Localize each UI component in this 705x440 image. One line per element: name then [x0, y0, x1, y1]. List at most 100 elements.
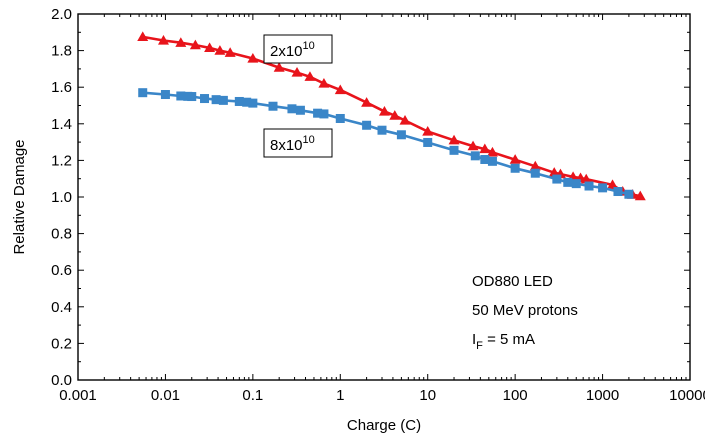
y-tick-label: 1.6	[51, 79, 72, 96]
data-point-square	[234, 96, 244, 106]
series-blue	[138, 88, 634, 199]
data-point-square	[480, 154, 490, 164]
data-point-triangle	[214, 45, 226, 55]
data-point-square	[200, 94, 210, 104]
data-point-square	[295, 105, 305, 115]
data-point-square	[268, 101, 278, 111]
data-point-square	[138, 88, 148, 98]
data-point-triangle	[580, 173, 592, 184]
data-point-square	[187, 92, 197, 102]
data-point-triangle	[247, 52, 259, 63]
data-point-triangle	[304, 71, 316, 81]
series-label-blue-exp: 10	[303, 134, 315, 146]
data-point-triangle	[175, 37, 187, 47]
data-point-square	[530, 168, 540, 178]
data-point-square	[362, 120, 372, 130]
data-point-triangle	[479, 143, 491, 154]
data-point-triangle	[291, 67, 303, 77]
data-point-square	[563, 177, 573, 187]
x-tick-label: 0.001	[59, 387, 97, 404]
data-point-triangle	[334, 84, 346, 95]
y-tick-label: 1.8	[51, 43, 72, 60]
data-point-square	[218, 95, 228, 105]
data-point-triangle	[389, 110, 401, 120]
y-axis: 0.0 0.2 0.4 0.6 0.8 1.0 1.2 1.4 1.6 1.8 2.0	[51, 6, 690, 389]
data-point-square	[396, 130, 406, 140]
y-tick-label: 1.4	[51, 116, 72, 133]
data-point-square	[510, 163, 520, 173]
x-tick-label: 0.01	[151, 387, 180, 404]
data-point-square	[242, 97, 252, 107]
y-tick-label: 0.6	[51, 262, 72, 279]
data-point-triangle	[529, 160, 541, 171]
x-tick-label: 100	[503, 387, 528, 404]
annotation-block: OD880 LED 50 MeV protons IF = 5 mA	[472, 273, 578, 352]
annotation-current-subscript: F	[476, 340, 483, 352]
y-axis-title: Relative Damage	[11, 139, 28, 254]
data-point-triangle	[422, 125, 434, 136]
series-red	[137, 31, 646, 201]
data-point-triangle	[361, 97, 373, 107]
x-axis: 0.001 0.01 0.1 1 10 100 1000 10000	[59, 14, 705, 404]
x-tick-label: 1000	[586, 387, 619, 404]
annotation-current: IF = 5 mA	[472, 331, 535, 352]
data-point-square	[160, 90, 170, 100]
series-label-red: 2x1010	[263, 34, 333, 64]
data-point-square	[287, 104, 297, 114]
data-point-square	[613, 187, 623, 197]
data-point-triangle	[399, 115, 411, 125]
data-point-square	[552, 174, 562, 184]
data-point-square	[335, 113, 345, 123]
x-axis-title: Charge (C)	[347, 417, 421, 434]
y-tick-label: 0.8	[51, 226, 72, 243]
data-point-triangle	[378, 106, 390, 116]
plot-frame	[77, 13, 691, 381]
data-point-square	[423, 137, 433, 147]
series-label-blue-base: 8x10	[270, 137, 303, 154]
data-point-triangle	[509, 154, 521, 164]
y-tick-label: 1.0	[51, 189, 72, 206]
data-point-square	[598, 183, 608, 193]
data-point-square	[584, 181, 594, 191]
x-tick-label: 10000	[669, 387, 705, 404]
data-point-square	[487, 156, 497, 166]
data-point-triangle	[224, 47, 236, 57]
y-tick-label: 2.0	[51, 6, 72, 23]
data-point-triangle	[157, 35, 169, 45]
data-point-triangle	[607, 179, 619, 190]
series-label-blue-text: 8x1010	[270, 134, 315, 154]
y-tick-label: 0.4	[51, 299, 72, 316]
y-tick-label: 0.2	[51, 335, 72, 352]
series-label-blue-box	[263, 128, 333, 158]
annotation-current-value: = 5 mA	[483, 331, 535, 348]
data-point-triangle	[318, 78, 330, 88]
annotation-current-symbol: I	[472, 331, 476, 348]
series-layer	[137, 31, 646, 201]
series-label-red-base: 2x10	[270, 43, 303, 60]
data-point-triangle	[548, 167, 560, 177]
data-point-triangle	[448, 134, 460, 145]
data-point-square	[313, 108, 323, 118]
data-point-square	[377, 125, 387, 135]
series-label-red-box	[263, 34, 333, 64]
data-point-triangle	[486, 146, 498, 157]
series-label-red-text: 2x1010	[270, 40, 315, 60]
data-point-triangle	[467, 140, 479, 151]
annotation-beam: 50 MeV protons	[472, 302, 578, 319]
data-point-triangle	[273, 62, 285, 72]
data-point-square	[449, 145, 459, 155]
data-point-triangle	[204, 42, 216, 52]
data-point-square	[319, 109, 329, 119]
series-label-blue: 8x1010	[263, 128, 333, 158]
series-line	[142, 91, 630, 196]
y-tick-label: 0.0	[51, 372, 72, 389]
series-label-red-exp: 10	[303, 40, 315, 52]
data-point-square	[176, 91, 186, 101]
annotation-device: OD880 LED	[472, 273, 553, 290]
y-tick-label: 1.2	[51, 152, 72, 169]
data-point-square	[470, 151, 480, 161]
x-tick-label: 10	[419, 387, 436, 404]
x-tick-label: 1	[336, 387, 344, 404]
data-point-square	[211, 95, 221, 105]
